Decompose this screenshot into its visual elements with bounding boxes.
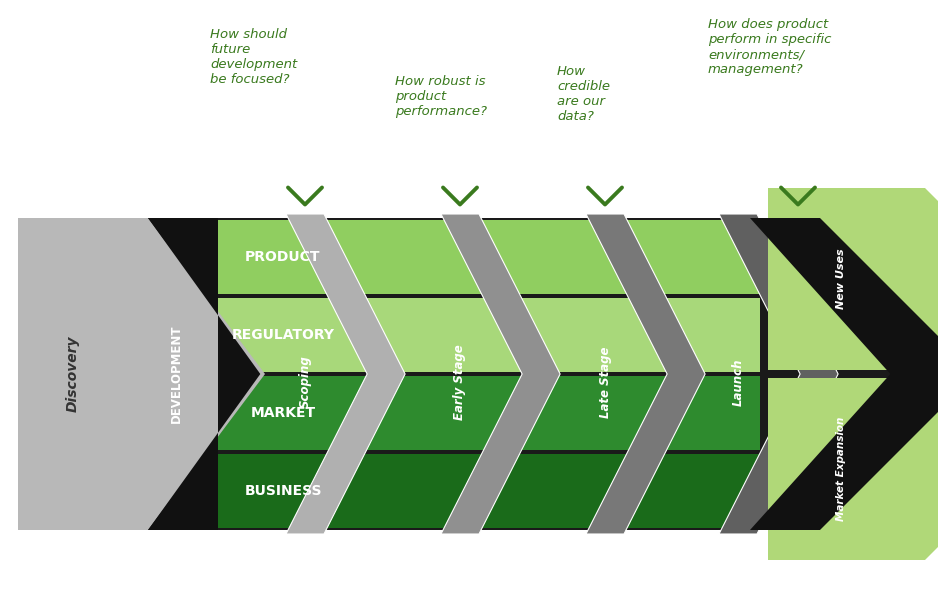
Polygon shape [768, 188, 938, 370]
Polygon shape [441, 214, 560, 534]
Text: Late Stage: Late Stage [598, 346, 612, 418]
Polygon shape [148, 218, 916, 530]
Polygon shape [768, 378, 938, 560]
Text: BUSINESS: BUSINESS [244, 484, 322, 498]
Text: Launch: Launch [732, 358, 745, 406]
Polygon shape [286, 214, 405, 534]
Polygon shape [750, 218, 938, 530]
Text: REGULATORY: REGULATORY [232, 328, 335, 342]
Polygon shape [208, 376, 760, 450]
Text: Scoping: Scoping [298, 356, 311, 408]
Polygon shape [148, 218, 261, 530]
Text: Discovery: Discovery [66, 336, 80, 412]
Text: Early Stage: Early Stage [453, 344, 466, 420]
Text: How does product
perform in specific
environments/
management?: How does product perform in specific env… [708, 18, 831, 76]
Polygon shape [586, 214, 705, 534]
Text: How should
future
development
be focused?: How should future development be focused… [210, 28, 297, 86]
Polygon shape [18, 218, 265, 530]
Text: DEVELOPMENT: DEVELOPMENT [170, 325, 183, 423]
Text: How
credible
are our
data?: How credible are our data? [557, 65, 610, 123]
Polygon shape [208, 298, 760, 372]
Text: How robust is
product
performance?: How robust is product performance? [395, 75, 487, 118]
Text: New Uses: New Uses [837, 249, 846, 309]
Polygon shape [719, 214, 839, 534]
Text: MARKET: MARKET [250, 406, 315, 420]
Text: PRODUCT: PRODUCT [245, 250, 321, 264]
Text: Market Expansion: Market Expansion [837, 417, 846, 521]
Polygon shape [208, 220, 760, 294]
Polygon shape [208, 454, 760, 528]
